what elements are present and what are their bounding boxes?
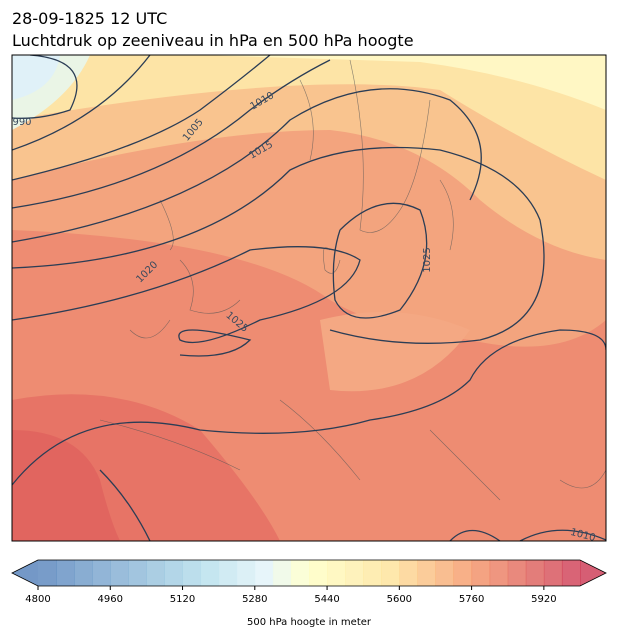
colorbar-band — [381, 560, 400, 586]
colorbar-band — [38, 560, 57, 586]
colorbar-band — [327, 560, 346, 586]
date: 28-09-1825 12 UTC — [12, 9, 167, 28]
colorbar-band — [309, 560, 328, 586]
colorbar-band — [471, 560, 491, 586]
colorbar-band — [236, 560, 256, 586]
contour-label: 1025 — [422, 247, 433, 272]
colorbar-tick-label: 5440 — [314, 594, 339, 605]
colorbar-band — [489, 560, 509, 586]
title: Luchtdruk op zeeniveau in hPa en 500 hPa… — [12, 31, 414, 50]
colorbar-tick-label: 4960 — [98, 594, 123, 605]
colorbar-band — [561, 560, 581, 586]
colorbar-band — [128, 560, 147, 586]
colorbar-tick-label: 5920 — [531, 594, 556, 605]
colorbar-band — [110, 560, 129, 586]
colorbar-band — [254, 560, 274, 586]
colorbar-tick-label: 4800 — [25, 594, 50, 605]
colorbar-band — [164, 560, 184, 586]
colorbar-band — [345, 560, 364, 586]
colorbar-band — [56, 560, 75, 586]
colorbar-band — [290, 560, 310, 586]
colorbar-tick-label: 5120 — [170, 594, 195, 605]
colorbar-band — [417, 560, 436, 586]
colorbar-band — [218, 560, 238, 586]
colorbar-band — [74, 560, 93, 586]
colorbar-band — [146, 560, 165, 586]
colorbar-band — [272, 560, 292, 586]
colorbar-tick-label: 5600 — [387, 594, 412, 605]
colorbar-band — [453, 560, 473, 586]
colorbar-band — [200, 560, 220, 586]
colorbar: 4800 4960 5120 5280 5440 5600 5760 5920 — [11, 559, 607, 605]
colorbar-extend-low — [12, 560, 38, 586]
colorbar-band — [363, 560, 382, 586]
map-frame — [11, 54, 607, 542]
colorbar-band — [399, 560, 418, 586]
colorbar-band — [92, 560, 111, 586]
contour-label: 990 — [12, 117, 31, 128]
colorbar-band — [507, 560, 527, 586]
colorbar-tick-label: 5280 — [242, 594, 267, 605]
colorbar-tick-label: 5760 — [459, 594, 484, 605]
colorbar-extend-high — [580, 560, 606, 586]
colorbar-band — [435, 560, 455, 586]
colorbar-label: 500 hPa hoogte in meter — [247, 617, 372, 628]
colorbar-outline — [11, 559, 607, 587]
colorbar-band — [182, 560, 202, 586]
colorbar-band — [543, 560, 563, 586]
map — [12, 55, 606, 541]
colorbar-band — [525, 560, 545, 586]
